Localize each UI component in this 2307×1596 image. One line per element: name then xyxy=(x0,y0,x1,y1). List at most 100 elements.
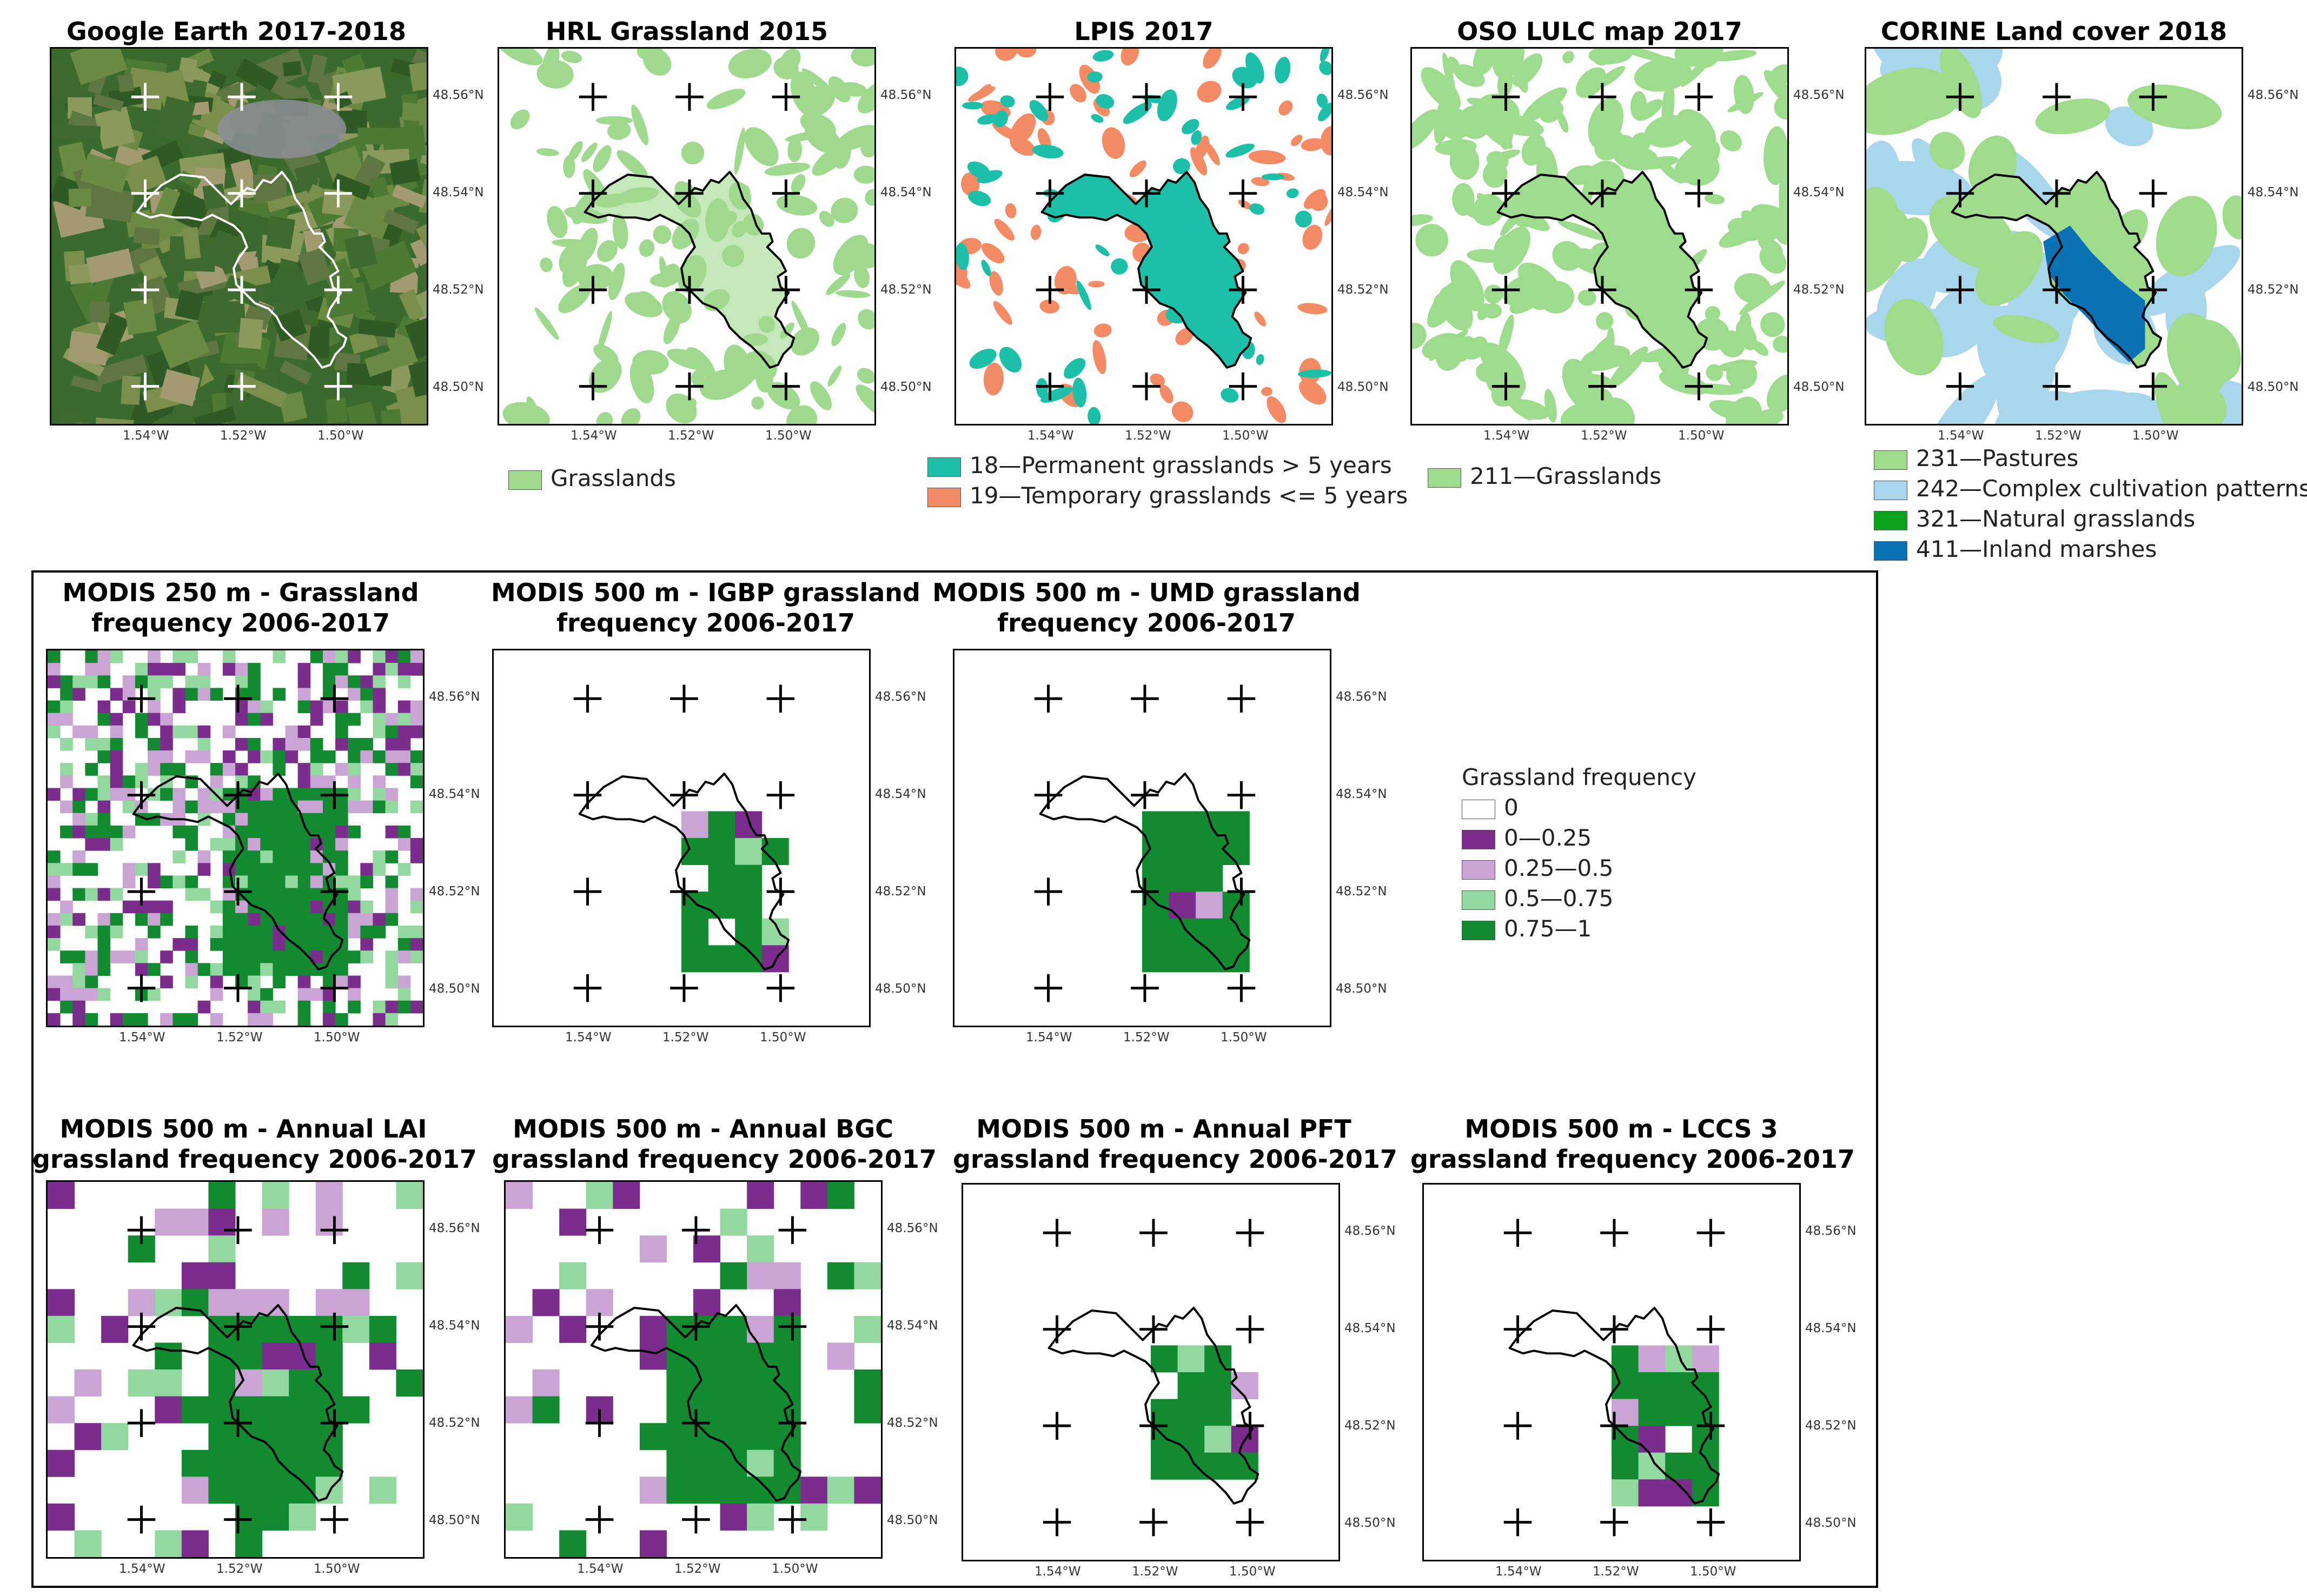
frequency-cell xyxy=(297,700,311,714)
lon-tick-label: 1.50°W xyxy=(1690,1565,1736,1579)
commune-boundary xyxy=(578,773,790,970)
graticule-marker-0-2 xyxy=(1696,1219,1725,1247)
frequency-cell xyxy=(160,750,173,763)
lat-tick-label: 48.50°N xyxy=(433,380,484,394)
satellite-field xyxy=(206,230,245,272)
grassland-patch xyxy=(831,197,858,223)
frequency-cell xyxy=(397,700,411,714)
frequency-cell xyxy=(148,750,161,763)
satellite-field xyxy=(117,74,135,92)
grassland-patch xyxy=(1575,67,1606,98)
frequency-cell xyxy=(273,950,286,963)
permanent-grassland-parcel xyxy=(1111,258,1128,275)
frequency-cell xyxy=(322,975,336,989)
lon-tick-label: 1.52°W xyxy=(1125,429,1171,443)
satellite-field xyxy=(53,124,101,139)
frequency-cell xyxy=(210,925,223,939)
frequency-cell xyxy=(122,775,136,788)
lat-tick-label: 48.54°N xyxy=(880,185,932,200)
frequency-cell xyxy=(260,850,273,863)
satellite-field xyxy=(95,417,134,424)
graticule-marker-1-1 xyxy=(675,179,704,208)
frequency-cell xyxy=(348,975,361,989)
title-modis-umd-l2: frequency 2006-2017 xyxy=(997,608,1296,637)
graticule-marker-0-1 xyxy=(224,1216,252,1245)
frequency-cell xyxy=(273,800,286,814)
frequency-cell xyxy=(360,938,373,951)
freq-label-2: 0.25—0.5 xyxy=(1504,855,1614,881)
frequency-cell xyxy=(681,892,709,919)
frequency-cell xyxy=(160,913,173,926)
frequency-cell xyxy=(148,913,161,926)
frequency-cell xyxy=(273,650,286,663)
graticule-marker-3-0 xyxy=(131,372,160,401)
title-modis-igbp-l1: MODIS 500 m - IGBP grassland xyxy=(491,578,920,607)
satellite-field xyxy=(175,289,204,321)
grassland-patch xyxy=(681,141,705,165)
frequency-cell xyxy=(800,1503,828,1531)
frequency-cell xyxy=(48,888,61,901)
frequency-cell xyxy=(97,988,111,1001)
frequency-cell xyxy=(85,825,98,839)
frequency-cell xyxy=(410,850,423,863)
frequency-cell xyxy=(297,850,311,863)
pasture-area xyxy=(1884,298,1944,376)
temporary-grassland-parcel xyxy=(960,172,980,196)
frequency-cell xyxy=(827,1342,854,1370)
frequency-cell xyxy=(285,950,299,963)
frequency-cell xyxy=(160,675,173,688)
frequency-cell xyxy=(185,800,198,814)
graticule-marker-2-2 xyxy=(324,276,353,304)
grassland-patch xyxy=(1758,237,1783,256)
frequency-cell xyxy=(693,1342,721,1370)
frequency-cell xyxy=(735,892,763,919)
frequency-cell xyxy=(210,775,223,788)
lon-tick-label: 1.50°W xyxy=(1229,1565,1276,1579)
frequency-cell xyxy=(235,913,248,926)
frequency-cell xyxy=(373,1000,386,1014)
frequency-cell xyxy=(335,838,348,851)
grassland-patch xyxy=(1427,278,1467,328)
legend-corine-natural: 321—Natural grasslands xyxy=(1916,506,2196,532)
frequency-cell xyxy=(369,1477,396,1504)
frequency-cell xyxy=(373,850,386,863)
frequency-cell xyxy=(135,725,148,739)
satellite-field xyxy=(416,220,427,262)
frequency-cell xyxy=(85,963,98,976)
frequency-cell xyxy=(720,1369,747,1397)
frequency-cell xyxy=(289,1342,316,1370)
frequency-cell xyxy=(222,838,236,851)
lon-tick-label: 1.54°W xyxy=(1027,429,1074,443)
frequency-cell xyxy=(342,1396,370,1424)
frequency-cell xyxy=(110,925,123,939)
frequency-cell xyxy=(72,800,85,814)
graticule-marker-1-0 xyxy=(131,179,160,208)
frequency-cell xyxy=(60,988,73,1001)
permanent-grassland-parcel xyxy=(968,190,991,207)
temporary-grassland-parcel xyxy=(1015,49,1037,58)
pasture-area xyxy=(1886,71,1961,121)
title-modis-igbp-l2: frequency 2006-2017 xyxy=(556,608,855,637)
frequency-cell xyxy=(735,838,763,866)
permanent-grassland-parcel xyxy=(981,260,991,277)
frequency-cell xyxy=(173,763,185,776)
graticule-marker-2-2 xyxy=(1685,276,1713,304)
lat-tick-label: 48.54°N xyxy=(875,787,926,801)
frequency-cell xyxy=(410,838,423,851)
map-oso xyxy=(1410,47,1789,425)
frequency-cell xyxy=(735,918,763,946)
grassland-patch xyxy=(734,127,745,175)
grassland-patch xyxy=(810,381,832,410)
frequency-cell xyxy=(210,938,223,951)
satellite-field xyxy=(417,309,427,340)
satellite-field xyxy=(389,158,421,185)
frequency-cell xyxy=(48,875,61,889)
frequency-cell xyxy=(148,675,161,688)
swatch-freq-1 xyxy=(1462,829,1495,849)
permanent-grassland-parcel xyxy=(1286,188,1299,198)
satellite-field xyxy=(399,289,426,322)
frequency-cell xyxy=(60,900,73,914)
frequency-cell xyxy=(315,1182,343,1209)
graticule-marker-0-0 xyxy=(131,83,160,111)
frequency-cell xyxy=(235,825,248,839)
